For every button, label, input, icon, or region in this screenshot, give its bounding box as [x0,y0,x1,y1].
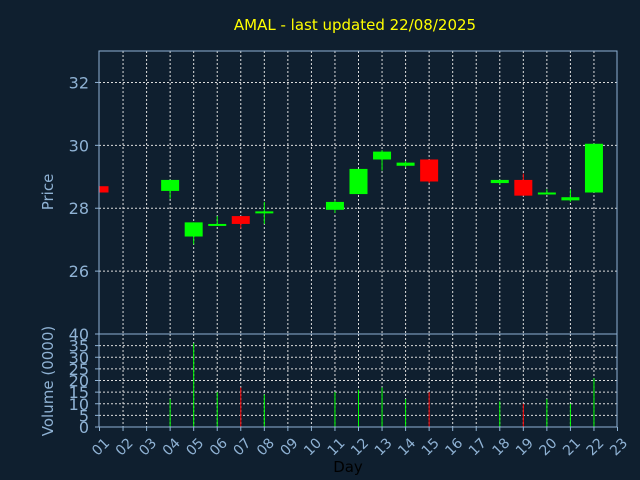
candle-body [396,162,415,166]
candle-body [184,222,203,237]
volume-axis-label: Volume (0000) [39,326,57,436]
x-axis-label: Day [333,458,363,476]
volume-y-tick-label: 20 [69,372,89,391]
x-tick-label: 17 [466,435,490,459]
volume-y-tick-label: 30 [69,348,89,367]
x-tick-label: 21 [560,435,584,459]
volume-y-tick-label: 40 [69,325,89,344]
x-tick-label: 09 [278,435,302,459]
candle-body [420,159,439,182]
candle-body [161,179,180,191]
price-y-ticks: 26 28 30 32 [69,73,99,281]
x-tick-label: 11 [325,435,349,459]
volume-y-tick-label: 10 [69,395,89,414]
volume-y-tick-label: 5 [79,406,89,425]
price-y-tick-label: 28 [69,199,89,218]
candle-body [99,186,109,193]
price-y-tick-label: 32 [69,73,89,92]
price-y-tick-label: 26 [69,262,89,281]
x-tick-label: 15 [419,435,443,459]
price-axis-label: Price [39,174,57,211]
x-tick-label: 02 [113,435,137,459]
x-tick-label: 10 [301,435,325,459]
candle-body [514,179,533,196]
x-tick-label: 16 [442,435,466,459]
x-tick-label: 05 [183,435,207,459]
candle-body [584,143,603,193]
x-tick-label: 07 [230,435,254,459]
candle-body [255,211,274,214]
chart-title: AMAL - last updated 22/08/2025 [234,16,476,34]
candle-body [325,201,344,210]
x-tick-label: 06 [207,435,231,459]
x-tick-label: 14 [395,435,419,459]
candle-body [490,179,509,184]
x-tick-label: 08 [254,435,278,459]
candle-body [537,192,556,195]
x-tick-label: 01 [89,435,113,459]
volume-y-tick-label: 25 [69,360,89,379]
x-tick-label: 19 [513,435,537,459]
price-candles [99,143,603,245]
volume-y-tick-label: 15 [69,383,89,402]
candle-body [561,197,580,201]
x-tick-label: 03 [136,435,160,459]
x-tick-label: 12 [348,435,372,459]
x-tick-label: 18 [489,435,513,459]
x-tick-label: 23 [607,435,631,459]
x-tick-label: 13 [372,435,396,459]
volume-bars [169,343,595,427]
x-tick-label: 22 [584,435,608,459]
price-y-tick-label: 30 [69,136,89,155]
candle-body [231,216,250,224]
candle-body [349,168,368,195]
x-tick-label: 04 [160,435,184,459]
x-ticks: 01 02 03 04 05 06 07 08 09 10 11 12 13 14 15 16 17 18 19 20… [89,427,631,459]
volume-y-tick-label: 0 [79,418,89,437]
candle-body [373,151,392,160]
volume-y-tick-label: 35 [69,337,89,356]
x-tick-label: 20 [537,435,561,459]
candle-body [208,223,227,226]
